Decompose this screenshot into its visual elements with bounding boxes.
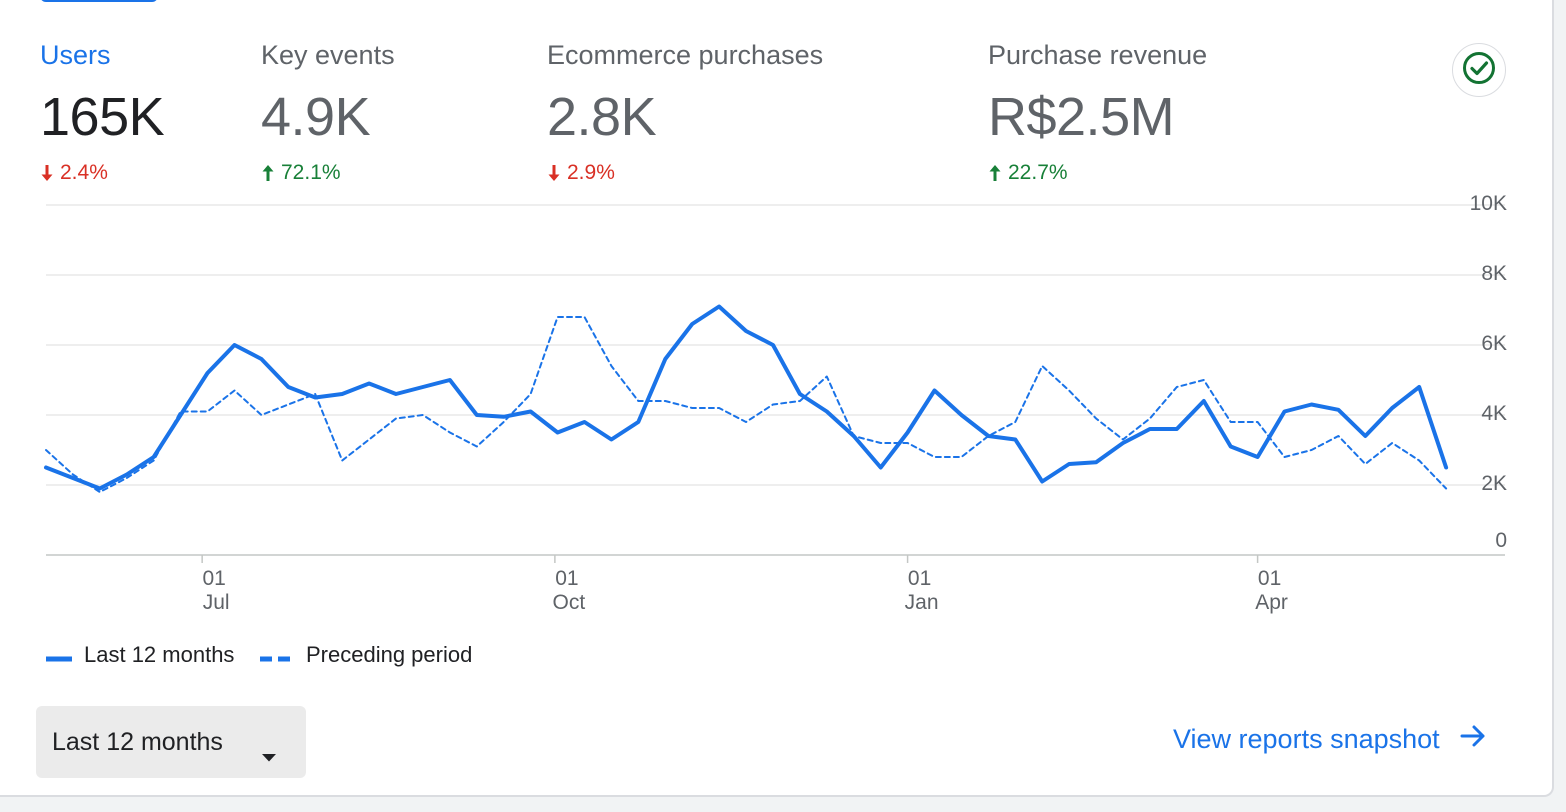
x-tick-label: 01 [202,567,225,590]
metric-label: Purchase revenue [988,40,1208,70]
x-tick-label: Jan [905,591,939,614]
arrow-up-icon [988,164,1002,182]
metric-change-value: 22.7% [1008,161,1068,184]
arrow-down-icon [40,164,54,182]
date-range-select[interactable]: Last 12 months [36,706,306,778]
y-tick-label: 6K [1481,332,1507,355]
metric-value: R$2.5M [988,87,1175,147]
x-tick-label: Oct [553,591,586,614]
metric-change: 22.7% [988,161,1207,185]
legend-label: Preceding period [306,642,473,667]
y-tick-label: 2K [1481,472,1507,495]
metric-value: 165K [40,87,165,147]
metric-ecommerce-purchases[interactable]: Ecommerce purchases 2.8K 2.9% [547,40,823,200]
y-axis-labels: 0 2K 4K 6K 8K 10K [1470,192,1507,552]
metric-change-value: 2.9% [567,161,615,184]
status-check-button[interactable] [1452,43,1506,97]
metric-purchase-revenue[interactable]: Purchase revenue R$2.5M 22.7% [988,40,1207,200]
metric-change: 2.4% [40,161,164,185]
metric-change: 2.9% [547,161,823,185]
metric-change-value: 72.1% [281,161,341,184]
legend-item-current: Last 12 months [46,642,234,668]
snapshot-link-label: View reports snapshot [1173,724,1440,754]
y-tick-label: 4K [1481,402,1507,425]
series-preceding-period [45,316,1448,493]
active-tab-indicator [40,0,158,2]
metric-key-events[interactable]: Key events 4.9K 72.1% [261,40,395,200]
metric-change: 72.1% [261,161,395,185]
summary-card: Users 165K 2.4% Key events 4.9K 72.1% Ec… [0,0,1554,797]
x-tick-label: Apr [1255,591,1288,614]
x-tick-label: Jul [203,591,230,614]
y-tick-label: 8K [1481,262,1507,285]
metric-label: Key events [261,40,395,70]
x-tick-label: 01 [1258,567,1281,590]
legend-solid-line-icon [46,642,72,668]
metric-users[interactable]: Users 165K 2.4% [40,40,165,200]
legend-item-preceding: Preceding period [260,642,472,668]
date-range-value: Last 12 months [52,727,223,756]
metric-label: Ecommerce purchases [547,40,824,70]
legend-label: Last 12 months [84,642,235,667]
y-tick-label: 10K [1470,192,1507,215]
metric-value: 2.8K [547,87,657,147]
arrow-up-icon [261,164,275,182]
legend-dashed-line-icon [260,642,294,668]
check-circle-icon [1461,50,1497,91]
x-tick-label: 01 [908,567,931,590]
y-tick-label: 0 [1495,529,1507,552]
dropdown-caret-icon [262,740,276,769]
metric-change-value: 2.4% [60,161,108,184]
view-reports-snapshot-link[interactable]: View reports snapshot [1173,724,1486,755]
metric-value: 4.9K [261,87,371,147]
arrow-down-icon [547,164,561,182]
chart-gridlines [46,204,1505,556]
metric-label: Users [40,40,111,70]
x-tick-label: 01 [555,567,578,590]
arrow-right-icon [1460,724,1486,755]
series-last-12-months [44,304,1449,491]
chart-series [44,304,1449,493]
